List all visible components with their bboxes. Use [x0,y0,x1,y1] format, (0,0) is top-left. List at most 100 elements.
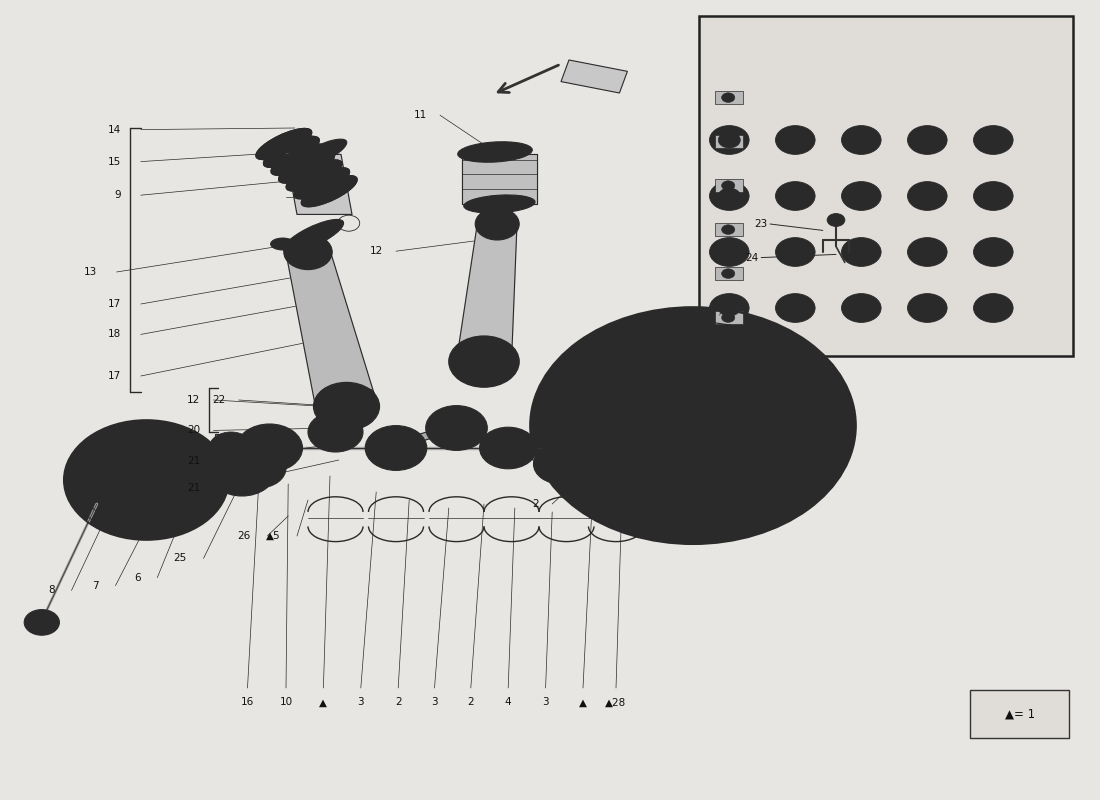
Circle shape [776,182,815,210]
Circle shape [243,457,274,479]
Circle shape [756,463,778,479]
Circle shape [739,333,774,358]
Circle shape [426,406,487,450]
Text: 6: 6 [134,573,141,582]
Circle shape [722,181,735,190]
Polygon shape [286,154,352,214]
Bar [698,16,1072,356]
Text: 22: 22 [212,395,226,405]
Circle shape [982,132,1004,148]
Polygon shape [500,452,572,464]
Circle shape [916,132,938,148]
Text: 3: 3 [358,698,364,707]
Text: 15: 15 [108,157,121,166]
Text: 21: 21 [187,456,200,466]
Circle shape [284,234,332,270]
Circle shape [530,307,856,544]
Circle shape [308,412,363,452]
Circle shape [908,238,947,266]
Text: 9: 9 [114,190,121,200]
Ellipse shape [264,136,319,167]
Ellipse shape [256,129,311,159]
Text: 3: 3 [542,698,549,707]
Circle shape [574,392,673,464]
Circle shape [739,493,774,518]
Circle shape [475,208,519,240]
Circle shape [710,294,749,322]
Text: 20: 20 [187,426,200,435]
Ellipse shape [278,152,334,183]
Circle shape [544,452,578,476]
Text: 24: 24 [746,253,759,262]
Bar [561,60,627,93]
Text: ▲: ▲ [579,698,587,707]
Text: 12: 12 [187,395,200,405]
Circle shape [365,426,427,470]
Ellipse shape [458,142,532,162]
Polygon shape [462,154,537,204]
Text: 4: 4 [505,698,512,707]
Text: 18: 18 [108,330,121,339]
Circle shape [710,126,749,154]
Text: 2: 2 [532,499,539,509]
Circle shape [640,387,746,464]
Bar [715,179,742,192]
Bar [970,690,1069,738]
Circle shape [776,238,815,266]
Ellipse shape [294,168,350,199]
Text: 11: 11 [414,110,427,120]
Circle shape [776,126,815,154]
Bar [715,223,742,236]
Ellipse shape [286,160,342,191]
Circle shape [718,188,740,204]
Text: ▲5: ▲5 [266,531,280,541]
Text: 8: 8 [48,586,55,595]
Circle shape [722,93,735,102]
Circle shape [784,188,806,204]
Circle shape [974,294,1013,322]
Circle shape [794,444,829,470]
Text: 7: 7 [92,581,99,590]
Bar [715,135,742,148]
Circle shape [722,225,735,234]
Circle shape [850,300,872,316]
Polygon shape [456,223,517,363]
Ellipse shape [271,238,295,250]
Circle shape [579,354,614,379]
Circle shape [842,182,881,210]
Circle shape [982,244,1004,260]
Circle shape [236,424,302,472]
Text: 2: 2 [468,698,474,707]
Text: ▲= 1: ▲= 1 [1004,707,1035,720]
Circle shape [908,126,947,154]
Text: ▲28: ▲28 [605,698,627,707]
Text: 14: 14 [108,125,121,134]
Polygon shape [286,249,377,410]
Ellipse shape [464,195,535,213]
Polygon shape [387,428,464,444]
Circle shape [534,444,588,484]
Circle shape [319,420,352,444]
Circle shape [908,182,947,210]
Text: 21: 21 [187,483,200,493]
Circle shape [64,420,229,540]
Circle shape [827,214,845,226]
Circle shape [591,442,613,458]
Circle shape [784,244,806,260]
Text: 25: 25 [174,554,187,563]
Circle shape [850,188,872,204]
Circle shape [202,443,242,472]
Circle shape [722,137,735,146]
Circle shape [24,610,59,635]
Circle shape [718,132,740,148]
Text: 13: 13 [84,267,97,277]
Circle shape [776,294,815,322]
Bar [715,91,742,104]
Circle shape [653,322,689,348]
Circle shape [361,389,374,398]
Bar [715,267,742,280]
Circle shape [722,269,735,278]
Circle shape [842,238,881,266]
Circle shape [209,448,275,496]
Ellipse shape [301,176,358,206]
